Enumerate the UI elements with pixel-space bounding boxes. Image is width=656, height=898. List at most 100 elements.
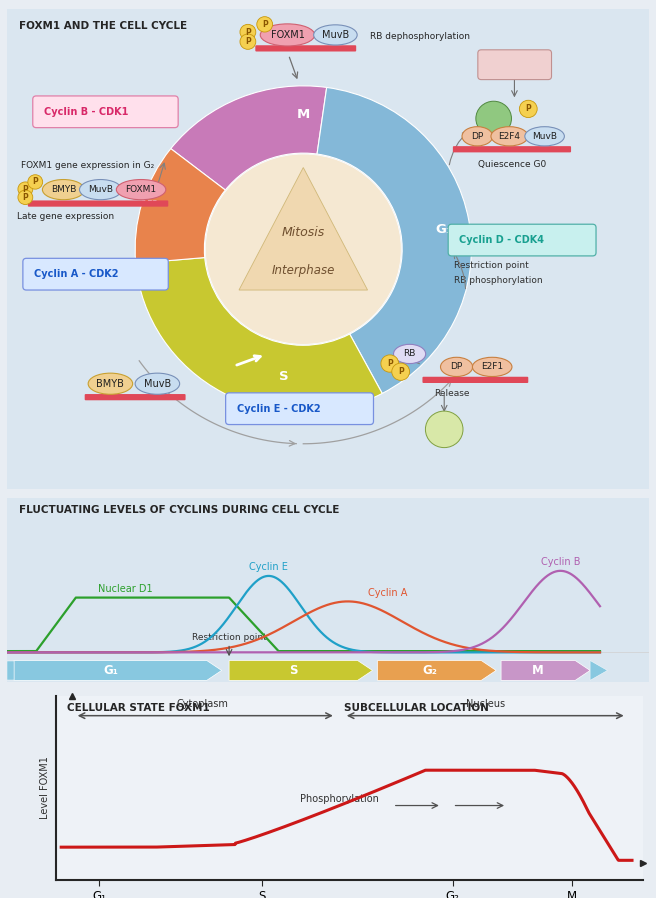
Text: G₁: G₁ — [436, 224, 453, 236]
Circle shape — [476, 101, 512, 136]
Ellipse shape — [525, 127, 564, 145]
Ellipse shape — [260, 24, 315, 46]
Text: P: P — [525, 104, 531, 113]
Ellipse shape — [88, 374, 133, 394]
Text: Cyclin D -: Cyclin D - — [454, 234, 504, 244]
FancyBboxPatch shape — [226, 392, 373, 425]
FancyBboxPatch shape — [453, 146, 571, 153]
Circle shape — [18, 190, 33, 205]
Circle shape — [256, 17, 273, 32]
Circle shape — [392, 363, 409, 381]
FancyBboxPatch shape — [448, 224, 596, 256]
Text: FLUCTUATING LEVELS OF CYCLINS DURING CELL CYCLE: FLUCTUATING LEVELS OF CYCLINS DURING CEL… — [19, 506, 339, 515]
Text: CELLULAR STATE FOXM1: CELLULAR STATE FOXM1 — [67, 702, 209, 712]
Circle shape — [28, 175, 43, 189]
Text: Release: Release — [434, 389, 470, 398]
Text: DYRK1: DYRK1 — [500, 60, 529, 69]
Text: FOXM1 AND THE CELL CYCLE: FOXM1 AND THE CELL CYCLE — [19, 21, 187, 31]
Text: G₂: G₂ — [142, 195, 158, 207]
Text: Restriction point: Restriction point — [454, 261, 529, 270]
Text: P: P — [245, 37, 251, 46]
Wedge shape — [317, 87, 472, 393]
Text: FOXM1: FOXM1 — [125, 185, 157, 194]
Text: P: P — [32, 178, 38, 187]
Text: Cyclin B - CDK1: Cyclin B - CDK1 — [44, 107, 128, 117]
Text: Cyclin D - CDK4: Cyclin D - CDK4 — [459, 235, 544, 245]
Text: MuvB: MuvB — [532, 132, 557, 141]
Text: M: M — [532, 664, 544, 677]
Polygon shape — [229, 661, 373, 681]
Circle shape — [520, 101, 537, 118]
Text: G₁: G₁ — [103, 664, 118, 677]
Ellipse shape — [314, 25, 357, 45]
Text: FOXM1 gene expression in G₂: FOXM1 gene expression in G₂ — [22, 161, 155, 170]
Text: RB dephosphorylation: RB dephosphorylation — [370, 32, 470, 41]
Text: SUBCELLULAR LOCATION: SUBCELLULAR LOCATION — [344, 702, 489, 712]
Text: BMYB: BMYB — [96, 379, 125, 389]
Text: DP: DP — [471, 132, 483, 141]
Text: E2F1: E2F1 — [434, 425, 455, 434]
Text: M: M — [297, 108, 310, 121]
Text: Cyclin B: Cyclin B — [541, 558, 580, 568]
Wedge shape — [135, 149, 225, 263]
Y-axis label: Level FOXM1: Level FOXM1 — [40, 756, 51, 820]
Text: Cytoplasm: Cytoplasm — [176, 700, 228, 709]
Ellipse shape — [491, 127, 528, 145]
Polygon shape — [590, 661, 607, 681]
Text: Nucleus: Nucleus — [466, 700, 504, 709]
FancyBboxPatch shape — [23, 259, 169, 290]
Polygon shape — [239, 168, 367, 290]
Text: S: S — [289, 664, 298, 677]
Text: FOXM1: FOXM1 — [270, 30, 304, 40]
Ellipse shape — [79, 180, 121, 199]
FancyBboxPatch shape — [0, 4, 656, 496]
Circle shape — [240, 34, 256, 49]
Circle shape — [18, 182, 33, 197]
Text: P: P — [22, 185, 28, 194]
Ellipse shape — [441, 357, 472, 376]
Text: Phosphorylation: Phosphorylation — [300, 794, 379, 804]
Circle shape — [240, 24, 256, 40]
Text: Quiescence G0: Quiescence G0 — [478, 161, 546, 170]
Text: G₂: G₂ — [422, 664, 437, 677]
Text: BMYB: BMYB — [51, 185, 76, 194]
Polygon shape — [14, 661, 222, 681]
Text: P: P — [245, 28, 251, 37]
Text: E2F4: E2F4 — [499, 132, 520, 141]
Text: MuvB: MuvB — [144, 379, 171, 389]
Circle shape — [426, 411, 463, 447]
Circle shape — [381, 355, 399, 372]
Text: Interphase: Interphase — [272, 264, 335, 277]
Wedge shape — [171, 86, 327, 190]
Ellipse shape — [43, 180, 85, 199]
Text: P: P — [387, 359, 393, 368]
FancyBboxPatch shape — [28, 200, 169, 207]
Polygon shape — [377, 661, 496, 681]
Text: RB phosphorylation: RB phosphorylation — [454, 276, 543, 285]
Polygon shape — [7, 661, 14, 681]
FancyBboxPatch shape — [478, 49, 552, 80]
Text: Restriction point: Restriction point — [192, 633, 266, 642]
Wedge shape — [136, 258, 382, 412]
Ellipse shape — [135, 374, 180, 394]
Ellipse shape — [472, 357, 512, 376]
Text: E2F1: E2F1 — [481, 363, 503, 372]
Ellipse shape — [462, 127, 493, 145]
Text: Cyclin E - CDK2: Cyclin E - CDK2 — [237, 404, 320, 414]
FancyBboxPatch shape — [255, 45, 356, 51]
Ellipse shape — [116, 180, 166, 199]
Text: Cyclin A: Cyclin A — [367, 588, 407, 598]
Text: P: P — [398, 367, 403, 376]
Text: P: P — [22, 193, 28, 202]
FancyBboxPatch shape — [1, 496, 655, 685]
Circle shape — [205, 154, 401, 344]
Polygon shape — [501, 661, 590, 681]
Text: Mitosis: Mitosis — [281, 226, 325, 239]
Text: p130: p130 — [484, 114, 503, 123]
Text: Cyclin E: Cyclin E — [249, 562, 288, 572]
Ellipse shape — [394, 344, 426, 364]
Text: MuvB: MuvB — [88, 185, 113, 194]
Text: MuvB: MuvB — [322, 30, 349, 40]
Text: S: S — [279, 370, 288, 383]
Text: Late gene expression: Late gene expression — [17, 212, 114, 221]
